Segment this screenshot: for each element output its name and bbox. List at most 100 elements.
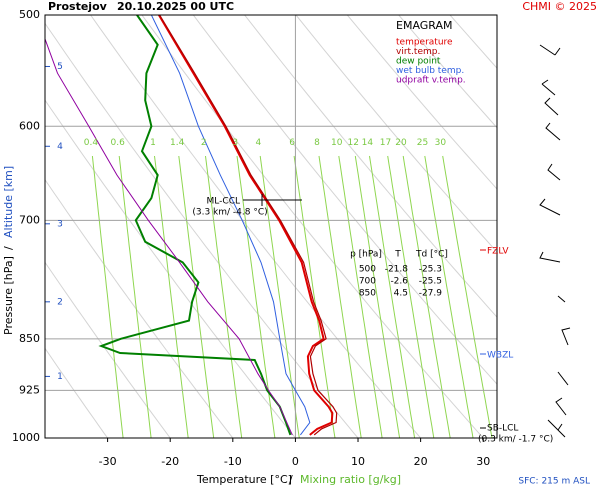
table-header: Td [°C] — [415, 250, 448, 260]
mixing-ratio-line — [118, 155, 152, 438]
y-label-sep: / — [2, 246, 15, 250]
dry-adiabat — [346, 15, 497, 190]
x-tick-label: 10 — [351, 455, 365, 468]
mixing-ratio-line — [338, 155, 383, 438]
x-label2: Mixing ratio [g/kg] — [300, 473, 401, 486]
table-cell: -25.5 — [419, 277, 442, 287]
profile-line — [45, 38, 293, 436]
mixing-ratio-line — [424, 155, 474, 438]
legend-entry: temperature — [396, 38, 453, 48]
mixing-ratio-label: 6 — [289, 138, 295, 148]
mixing-ratio-line — [259, 155, 300, 438]
mixing-ratio-label: 10 — [331, 138, 343, 148]
mixing-ratio-label: 25 — [417, 138, 428, 148]
table-cell: -25.3 — [419, 265, 442, 275]
table-cell: -2.6 — [390, 277, 408, 287]
table-cell: 700 — [359, 277, 376, 287]
legend-title: EMAGRAM — [396, 19, 453, 32]
legend-entry: virt.temp. — [396, 47, 440, 57]
mixing-ratio-line — [178, 155, 215, 438]
dry-adiabat — [45, 347, 109, 438]
altitude-label: 2 — [57, 297, 63, 307]
table-header: T — [394, 250, 401, 260]
table-cell: 4.5 — [394, 289, 408, 299]
mixing-ratio-line — [205, 155, 243, 438]
mixing-ratio-line — [318, 155, 362, 438]
legend-entry: wet bulb temp. — [396, 66, 464, 76]
dry-adiabat — [90, 15, 421, 438]
mixing-ratio-label: 0.4 — [84, 138, 99, 148]
profiles — [45, 15, 338, 436]
station: Prostejov — [48, 0, 108, 13]
frame — [44, 14, 498, 439]
credit: CHMI © 2025 — [522, 0, 597, 13]
mixing-ratio-line — [387, 155, 435, 438]
table-cell: -27.9 — [419, 289, 443, 299]
profile-line — [158, 15, 334, 436]
dry-adiabat — [295, 15, 497, 253]
dry-adiabat — [45, 178, 234, 438]
x-tick-label: 0 — [292, 455, 299, 468]
profile-line — [98, 15, 292, 436]
mixing-ratio-label: 30 — [435, 138, 447, 148]
altitude-label: 4 — [57, 142, 63, 152]
annotation: FZLV — [487, 247, 509, 257]
sfc-label: SFC: 215 m ASL — [518, 477, 590, 487]
altitude-label: 1 — [57, 372, 63, 382]
mixing-ratio-label: 20 — [395, 138, 407, 148]
annotation: WBZL — [487, 351, 513, 361]
time: 20.10.2025 00 UTC — [117, 0, 234, 13]
x-label: Temperature [°C] — [196, 473, 292, 486]
dry-adiabat — [45, 99, 296, 438]
mixing-ratio-label: 0.6 — [111, 138, 126, 148]
dry-adiabat — [192, 15, 497, 385]
mixing-ratio-label: 1 — [150, 138, 156, 148]
mixing-ratio-line — [402, 155, 451, 438]
legend-entry: udpraft v.temp. — [396, 76, 466, 86]
y-tick-label: 700 — [19, 213, 40, 226]
x-tick-label: -20 — [161, 455, 179, 468]
wind-barbs — [539, 44, 571, 438]
mixing-ratio-label: 8 — [314, 138, 320, 148]
overlay: 0.4 0.6 1 1.4 2 3 4 6 8 10 12 14 17 20 25 3050060070085… — [12, 8, 498, 468]
mixing-ratio-line — [354, 155, 401, 438]
annotation: (3.3 km/ -4.8 °C) — [192, 208, 267, 218]
mixing-ratio-label: 14 — [362, 138, 374, 148]
mixing-ratio-line — [154, 155, 189, 438]
mixing-ratio-line — [442, 155, 493, 438]
x-label-sep: / — [289, 473, 293, 486]
legend-entry: dew point — [396, 57, 441, 67]
dry-adiabat — [501, 15, 600, 438]
mixing-ratio-label: 4 — [256, 138, 262, 148]
x-tick-label: -30 — [99, 455, 117, 468]
table-cell: 850 — [359, 289, 376, 299]
profile-line — [150, 15, 311, 436]
dry-adiabat — [244, 15, 497, 318]
x-tick-label: 20 — [414, 455, 428, 468]
annotation: ML-CCL — [207, 197, 240, 207]
x-tick-label: -10 — [224, 455, 242, 468]
table-cell: 500 — [359, 265, 376, 275]
mixing-ratio-label: 2 — [201, 138, 207, 148]
mixing-ratio-label: 12 — [348, 138, 359, 148]
annotation: (0.3 km/ -1.7 °C) — [478, 435, 553, 445]
dry-adiabat — [141, 15, 484, 438]
dry-adiabat — [398, 15, 497, 129]
y-tick-label: 500 — [19, 8, 40, 21]
y-tick-label: 925 — [19, 383, 40, 396]
mixing-ratio-line — [236, 155, 276, 438]
altitude-label: 5 — [57, 62, 63, 72]
mixing-ratio-line — [91, 155, 124, 438]
mixing-ratio-label: 17 — [380, 138, 391, 148]
dry-adiabat — [45, 22, 359, 438]
profile-line — [159, 15, 338, 436]
y-tick-label: 850 — [19, 332, 40, 345]
table-cell: -21.8 — [385, 265, 409, 275]
y-tick-label: 1000 — [12, 431, 40, 444]
mixing-ratio-label: 3 — [232, 138, 238, 148]
mixing-ratio-line — [369, 155, 416, 438]
y-label: Pressure [hPa] — [2, 256, 15, 335]
y-tick-label: 600 — [19, 119, 40, 132]
y-label2: Altitude [km] — [2, 166, 15, 238]
